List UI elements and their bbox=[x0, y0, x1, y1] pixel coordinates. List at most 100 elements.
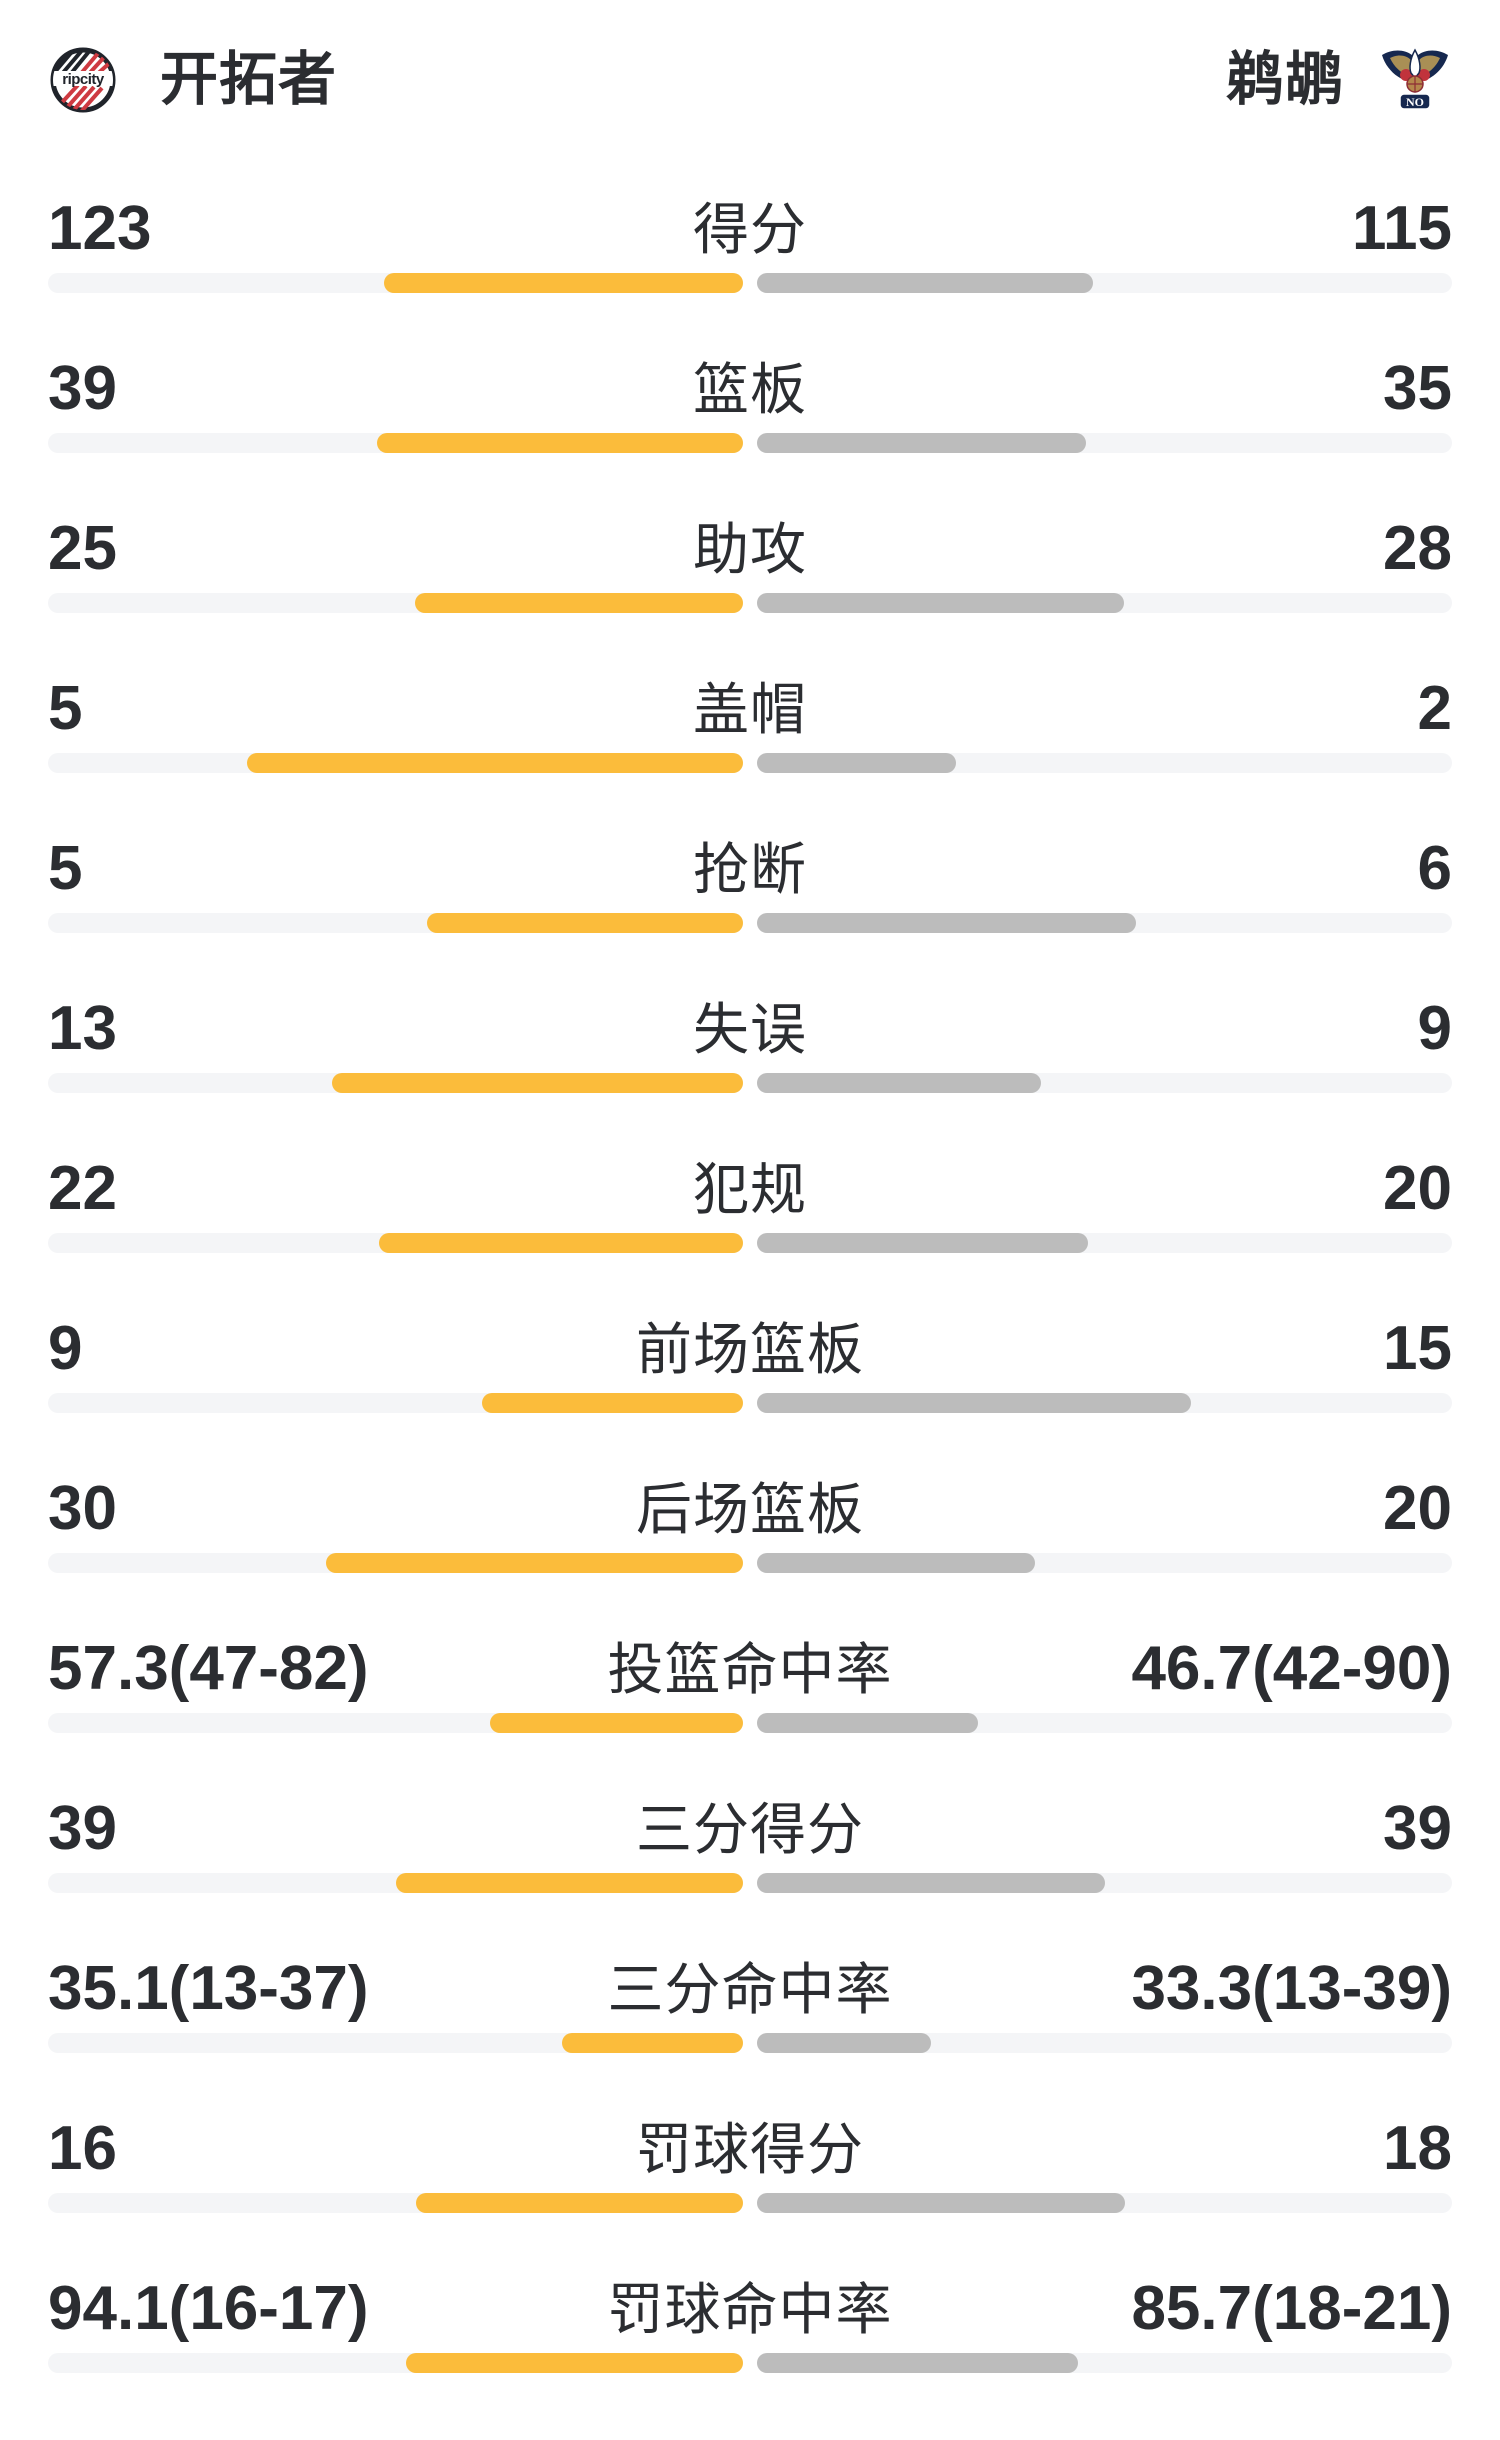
stat-label: 失误 bbox=[693, 998, 807, 1061]
stat-row: 39 三分得分 39 bbox=[48, 1794, 1452, 1960]
right-team-value: 18 bbox=[1383, 2114, 1452, 2183]
bar-track-right bbox=[757, 2193, 1452, 2213]
bar-track-right bbox=[757, 1553, 1452, 1573]
left-team-value: 5 bbox=[48, 674, 83, 743]
bar-track-left bbox=[48, 2193, 743, 2213]
right-team-bar bbox=[757, 913, 1136, 933]
right-team-value: 28 bbox=[1383, 514, 1452, 583]
blazers-logo-text: ripcity bbox=[62, 71, 105, 88]
bar-track-right bbox=[757, 1233, 1452, 1253]
left-team-value: 22 bbox=[48, 1154, 117, 1223]
left-team-bar bbox=[405, 2353, 743, 2373]
left-team-bar bbox=[246, 753, 743, 773]
bar-track-right bbox=[757, 2033, 1452, 2053]
team-name-left: 开拓者 bbox=[160, 47, 338, 112]
left-team-value: 13 bbox=[48, 994, 117, 1063]
left-team-bar bbox=[326, 1553, 743, 1573]
bar-track-left bbox=[48, 2033, 743, 2053]
stat-row: 5 抢断 6 bbox=[48, 834, 1452, 1000]
bar-track bbox=[48, 2193, 1452, 2213]
stat-row: 22 犯规 20 bbox=[48, 1154, 1452, 1320]
bar-track-right bbox=[757, 1873, 1452, 1893]
team-left[interactable]: ripcity 开拓者 bbox=[48, 44, 337, 116]
stat-line: 35.1(13-37) 三分命中率 33.3(13-39) bbox=[48, 1954, 1452, 2023]
stat-line: 39 篮板 35 bbox=[48, 354, 1452, 423]
left-team-bar bbox=[395, 1873, 743, 1893]
stat-label: 盖帽 bbox=[693, 678, 807, 741]
left-team-value: 94.1(16-17) bbox=[48, 2274, 369, 2343]
stat-label: 前场篮板 bbox=[636, 1318, 864, 1381]
bar-track bbox=[48, 753, 1452, 773]
bar-track-left bbox=[48, 1393, 743, 1413]
right-team-value: 33.3(13-39) bbox=[1131, 1954, 1452, 2023]
bar-track-right bbox=[757, 1713, 1452, 1733]
left-team-value: 39 bbox=[48, 1794, 117, 1863]
left-team-value: 30 bbox=[48, 1474, 117, 1543]
bar-track bbox=[48, 1553, 1452, 1573]
right-team-bar bbox=[757, 1233, 1088, 1253]
right-team-bar bbox=[757, 1073, 1042, 1093]
stat-line: 39 三分得分 39 bbox=[48, 1794, 1452, 1863]
bar-track bbox=[48, 1393, 1452, 1413]
stat-label: 罚球命中率 bbox=[607, 2278, 893, 2341]
bar-track bbox=[48, 273, 1452, 293]
left-team-bar bbox=[426, 913, 743, 933]
right-team-value: 46.7(42-90) bbox=[1131, 1634, 1452, 1703]
left-team-value: 57.3(47-82) bbox=[48, 1634, 369, 1703]
right-team-bar bbox=[757, 433, 1086, 453]
right-team-value: 9 bbox=[1417, 994, 1452, 1063]
bar-track bbox=[48, 593, 1452, 613]
stat-label: 犯规 bbox=[693, 1158, 807, 1221]
stat-line: 57.3(47-82) 投篮命中率 46.7(42-90) bbox=[48, 1634, 1452, 1703]
bar-track bbox=[48, 433, 1452, 453]
stat-label: 得分 bbox=[693, 198, 807, 261]
bar-track bbox=[48, 1233, 1452, 1253]
right-team-bar bbox=[757, 593, 1124, 613]
left-team-value: 5 bbox=[48, 834, 83, 903]
stat-row: 57.3(47-82) 投篮命中率 46.7(42-90) bbox=[48, 1634, 1452, 1800]
right-team-value: 20 bbox=[1383, 1474, 1452, 1543]
left-team-value: 35.1(13-37) bbox=[48, 1954, 369, 2023]
right-team-bar bbox=[757, 1393, 1192, 1413]
right-team-value: 15 bbox=[1383, 1314, 1452, 1383]
left-team-bar bbox=[562, 2033, 743, 2053]
left-team-bar bbox=[490, 1713, 743, 1733]
stat-line: 16 罚球得分 18 bbox=[48, 2114, 1452, 2183]
stat-label: 篮板 bbox=[693, 358, 807, 421]
stat-row: 5 盖帽 2 bbox=[48, 674, 1452, 840]
left-team-value: 39 bbox=[48, 354, 117, 423]
right-team-bar bbox=[757, 2353, 1079, 2373]
bar-track-right bbox=[757, 913, 1452, 933]
right-team-bar bbox=[757, 2193, 1125, 2213]
bar-track-right bbox=[757, 753, 1452, 773]
left-team-value: 25 bbox=[48, 514, 117, 583]
bar-track-right bbox=[757, 273, 1452, 293]
bar-track-left bbox=[48, 273, 743, 293]
bar-track-right bbox=[757, 1393, 1452, 1413]
bar-track-left bbox=[48, 1873, 743, 1893]
left-team-value: 16 bbox=[48, 2114, 117, 2183]
stat-line: 5 盖帽 2 bbox=[48, 674, 1452, 743]
stat-label: 助攻 bbox=[693, 518, 807, 581]
stat-line: 22 犯规 20 bbox=[48, 1154, 1452, 1223]
stat-label: 三分得分 bbox=[636, 1798, 864, 1861]
right-team-value: 20 bbox=[1383, 1154, 1452, 1223]
bar-track-left bbox=[48, 1553, 743, 1573]
team-name-right: 鹈鹕 bbox=[1225, 47, 1344, 112]
pelicans-logo-icon: NO bbox=[1382, 48, 1448, 110]
stat-line: 9 前场篮板 15 bbox=[48, 1314, 1452, 1383]
stat-line: 5 抢断 6 bbox=[48, 834, 1452, 903]
left-team-value: 9 bbox=[48, 1314, 83, 1383]
left-team-bar bbox=[414, 593, 743, 613]
right-team-value: 6 bbox=[1417, 834, 1452, 903]
teams-header: ripcity 开拓者 鹈鹕 NO bbox=[48, 44, 1452, 116]
right-team-value: 115 bbox=[1351, 194, 1452, 263]
stat-row: 30 后场篮板 20 bbox=[48, 1474, 1452, 1640]
right-team-value: 2 bbox=[1417, 674, 1452, 743]
bar-track-left bbox=[48, 1233, 743, 1253]
stat-line: 94.1(16-17) 罚球命中率 85.7(18-21) bbox=[48, 2274, 1452, 2343]
team-right[interactable]: 鹈鹕 NO bbox=[1226, 44, 1452, 116]
bar-track bbox=[48, 913, 1452, 933]
right-team-bar bbox=[757, 1553, 1035, 1573]
